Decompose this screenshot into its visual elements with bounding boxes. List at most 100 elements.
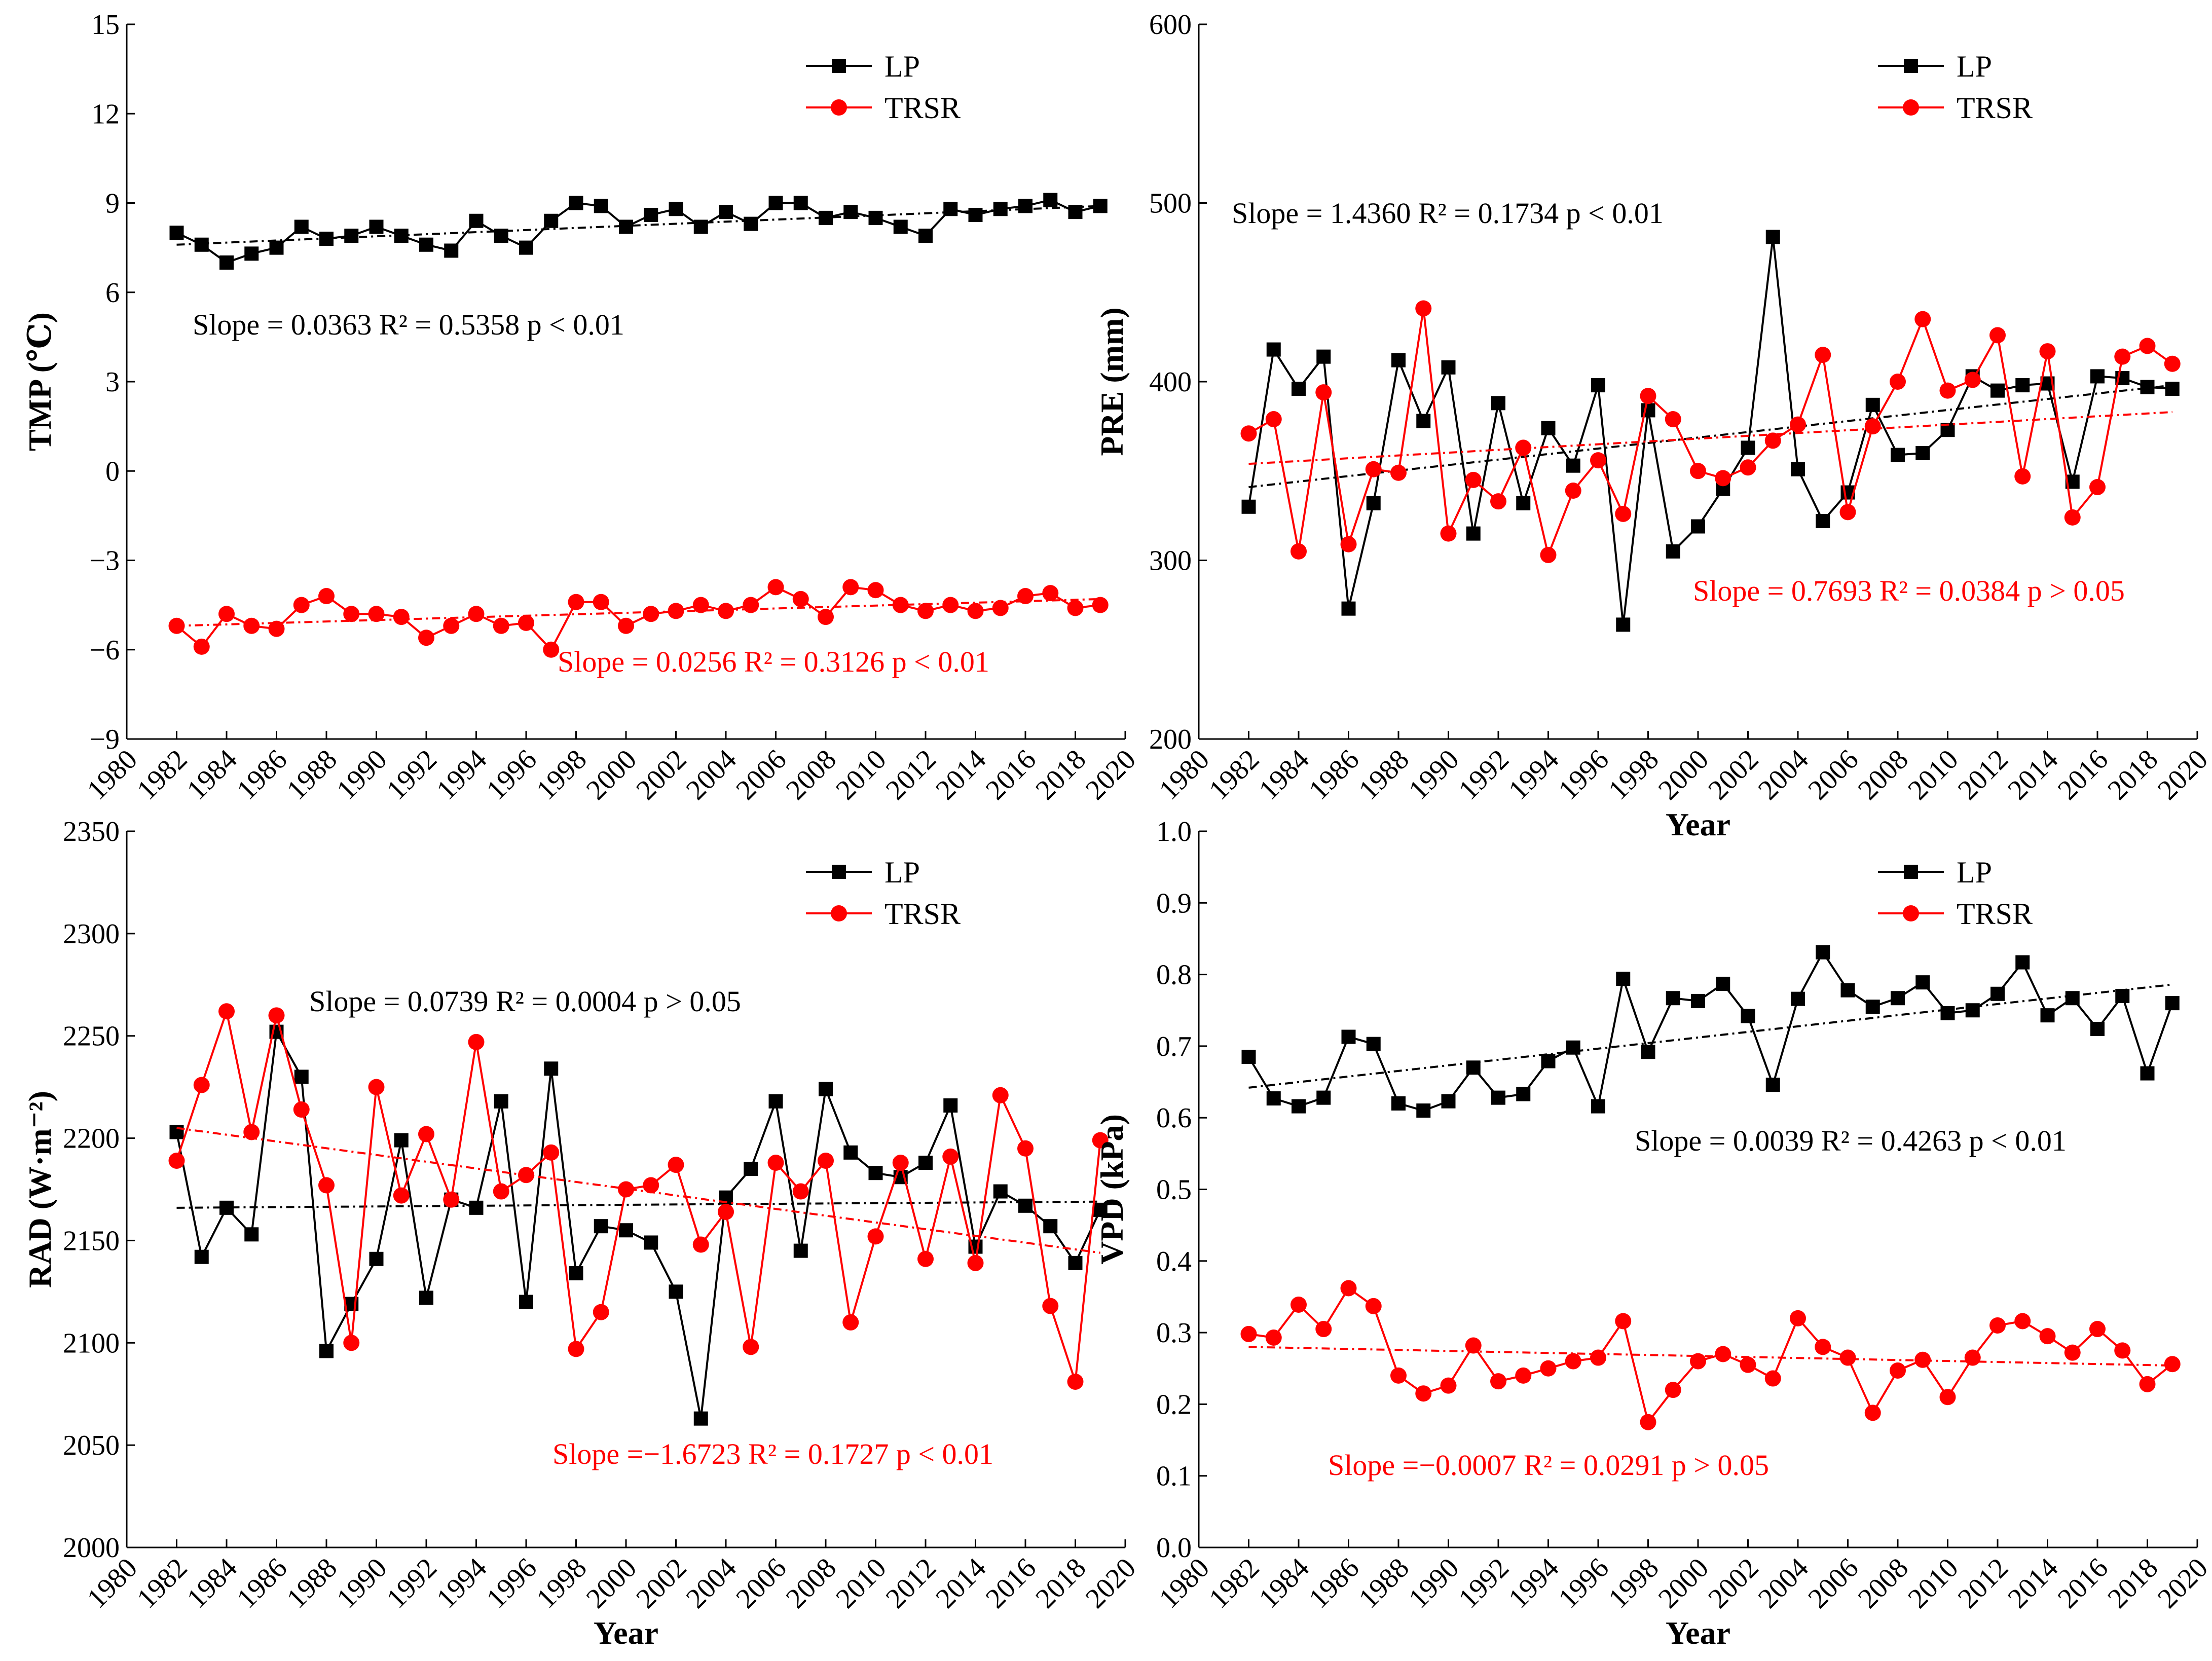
y-tick-label: 0.9 (1156, 888, 1192, 919)
trsr-data-point (268, 620, 285, 637)
trsr-data-point (1540, 546, 1557, 563)
lp-data-point (1816, 945, 1830, 959)
x-tick-label: 1994 (1502, 744, 1565, 806)
lp-data-point (394, 229, 409, 243)
x-tick-label: 1982 (1203, 744, 1265, 806)
lp-trend-statistics: Slope = 0.0363 R² = 0.5358 p < 0.01 (193, 308, 624, 341)
lp-data-point (444, 243, 459, 258)
trsr-data-point (867, 582, 884, 599)
trsr-data-point (2139, 1376, 2156, 1392)
trsr-data-point (1790, 1310, 1806, 1326)
x-tick-label: 1996 (1553, 744, 1615, 806)
trsr-data-point (1490, 1373, 1506, 1390)
x-tick-label: 2014 (2002, 1552, 2064, 1614)
x-tick-label: 1986 (1303, 744, 1365, 806)
trsr-data-point (718, 603, 734, 619)
x-tick-label: 1992 (1453, 1552, 1515, 1614)
lp-legend-label: LP (1957, 50, 1992, 83)
lp-data-point (219, 255, 234, 270)
trsr-trend-statistics: Slope = 0.7693 R² = 0.0384 p > 0.05 (1693, 574, 2125, 607)
lp-data-point (993, 202, 1008, 216)
trsr-data-point (1515, 439, 1532, 456)
lp-data-point (594, 1219, 608, 1234)
lp-data-point (2140, 380, 2155, 394)
trsr-data-point (1465, 471, 1482, 488)
trsr-data-point (318, 588, 335, 604)
y-axis-title: TMP (℃) (22, 312, 58, 451)
x-tick-label: 2004 (1752, 744, 1815, 806)
trsr-data-point (718, 1203, 734, 1220)
lp-data-point (1366, 1037, 1381, 1051)
trsr-data-point (618, 1181, 634, 1198)
lp-legend-label: LP (884, 50, 920, 83)
lp-data-point (768, 1094, 783, 1109)
lp-data-point (1965, 1003, 1980, 1018)
lp-trend-statistics: Slope = 0.0739 R² = 0.0004 p > 0.05 (309, 985, 741, 1018)
trsr-data-point (443, 617, 460, 634)
x-tick-label: 1986 (1303, 1552, 1365, 1614)
trsr-data-point (1839, 504, 1856, 521)
x-tick-label: 2006 (1802, 744, 1864, 806)
trsr-data-point (767, 1155, 784, 1171)
lp-data-point (1491, 396, 1505, 411)
trsr-data-point (967, 1254, 984, 1271)
lp-data-point (693, 1411, 708, 1426)
trsr-data-point (643, 606, 659, 622)
x-tick-label: 1982 (131, 744, 193, 806)
x-tick-label: 2020 (2152, 1552, 2212, 1614)
trsr-data-point (767, 579, 784, 596)
x-tick-label: 1982 (131, 1552, 193, 1614)
trsr-data-point (543, 641, 560, 658)
y-tick-label: 600 (1149, 9, 1192, 41)
lp-data-point (1043, 193, 1058, 207)
trsr-data-point (1340, 1280, 1357, 1297)
x-axis-title: Year (594, 1615, 658, 1651)
x-tick-label: 2018 (2102, 744, 2164, 806)
trsr-data-point (593, 1304, 609, 1320)
lp-data-point (494, 229, 508, 243)
lp-data-point (1840, 983, 1855, 998)
trsr-data-point (593, 594, 609, 610)
trsr-data-point (992, 1087, 1009, 1103)
lp-data-point (1341, 1029, 1356, 1044)
lp-data-point (693, 219, 708, 234)
lp-data-point (719, 205, 733, 219)
trsr-legend-label: TRSR (1957, 897, 2033, 931)
trsr-data-point (792, 590, 809, 607)
y-tick-label: 2350 (63, 816, 120, 847)
trsr-data-point (1764, 1370, 1781, 1387)
lp-data-point (1865, 1000, 1880, 1014)
lp-data-point (669, 1284, 683, 1299)
lp-data-point (569, 196, 583, 210)
trsr-data-point (743, 1339, 759, 1355)
lp-data-point (1441, 1094, 1456, 1109)
trsr-data-point (1291, 1296, 1307, 1313)
trsr-data-point (1365, 1298, 1382, 1314)
x-tick-label: 2004 (680, 744, 743, 806)
trsr-series-line (175, 1007, 1101, 1382)
lp-data-point (269, 240, 284, 255)
lp-legend-label: LP (884, 856, 920, 889)
trsr-data-point (518, 1167, 534, 1184)
trsr-data-point (2114, 1342, 2131, 1359)
trsr-legend-label: TRSR (884, 897, 961, 931)
x-tick-label: 1992 (381, 744, 443, 806)
lp-data-point (1691, 993, 1705, 1008)
trsr-data-point (2164, 1356, 2181, 1373)
lp-data-point (1865, 397, 1880, 412)
x-tick-label: 2008 (1852, 744, 1914, 806)
y-tick-label: −3 (89, 545, 120, 577)
trsr-data-point (1565, 1353, 1581, 1370)
x-tick-label: 1988 (281, 1552, 343, 1614)
trsr-data-point (1740, 459, 1756, 476)
lp-trend-line (1248, 983, 2172, 1089)
x-tick-label: 2016 (980, 744, 1042, 806)
lp-data-point (569, 1266, 583, 1281)
lp-data-point (1391, 1096, 1406, 1111)
lp-data-point (1466, 526, 1481, 541)
lp-data-point (1516, 1087, 1531, 1101)
lp-data-point (943, 202, 958, 216)
lp-data-point (1616, 617, 1631, 632)
x-tick-label: 1990 (330, 1552, 393, 1614)
lp-data-point (244, 246, 259, 261)
